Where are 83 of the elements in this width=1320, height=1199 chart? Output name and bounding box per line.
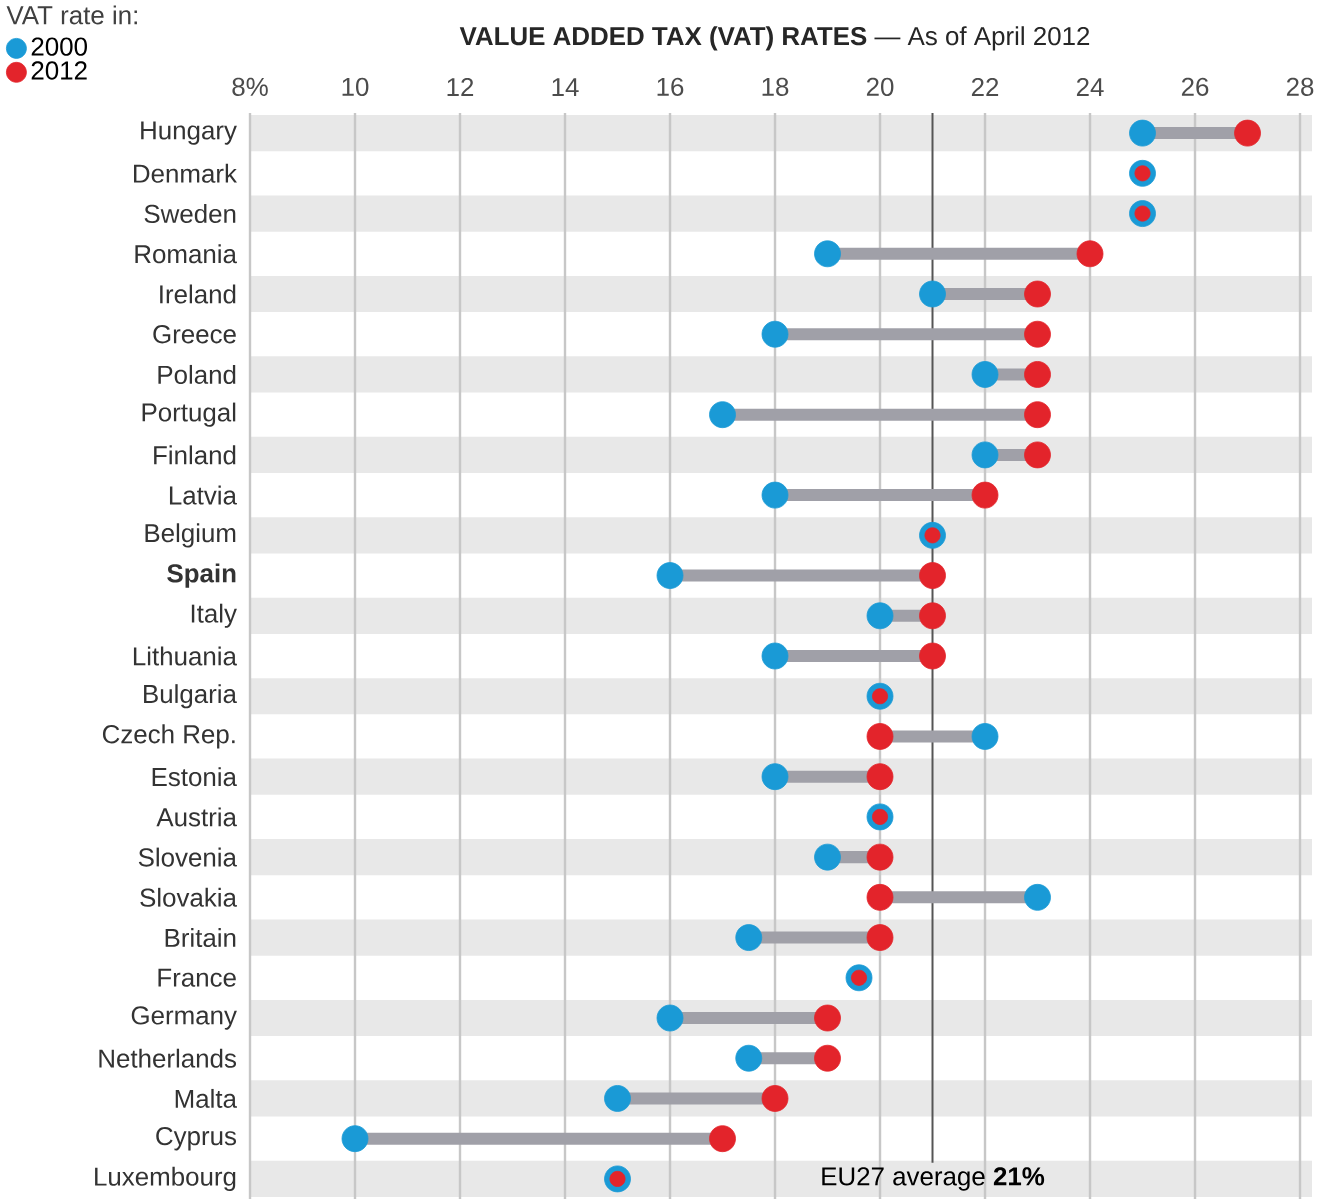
y-tick-label: Slovakia	[140, 887, 237, 907]
legend-label: 2012	[31, 61, 87, 80]
point	[814, 843, 841, 871]
y-tick-label: Denmark	[134, 163, 237, 183]
y-tick-label: Italy	[191, 603, 237, 628]
x-tick-label: 28	[1286, 77, 1314, 96]
point	[814, 1004, 841, 1032]
point	[761, 763, 789, 791]
y-tick-label: Poland	[158, 364, 236, 384]
point	[866, 602, 894, 630]
point	[1076, 240, 1104, 268]
x-tick-label: 12	[447, 77, 474, 96]
y-tick-label: Romania	[135, 244, 237, 264]
point	[919, 562, 946, 589]
point	[1024, 401, 1051, 429]
y-tick-label: Lithuania	[133, 646, 237, 666]
x-tick-label: 18	[762, 77, 789, 96]
point	[656, 562, 684, 589]
x-tick-label: 14	[552, 78, 579, 96]
point	[761, 642, 789, 670]
point	[919, 642, 946, 670]
x-tick-label: 26	[1181, 77, 1209, 96]
x-tick-label: 16	[657, 77, 684, 96]
y-tick-label: Netherlands	[99, 1048, 237, 1068]
legend-label: 2000	[31, 37, 87, 56]
y-tick-label: Luxembourg	[95, 1166, 236, 1191]
point	[919, 602, 946, 630]
point	[814, 1044, 841, 1072]
x-tick-label: 8%	[232, 77, 268, 96]
x-tick-label: 24	[1076, 77, 1104, 96]
y-tick-label: Malta	[175, 1088, 237, 1108]
point	[735, 1044, 763, 1072]
x-tick-label: 10	[342, 77, 369, 96]
point	[971, 723, 999, 750]
point	[709, 1125, 736, 1153]
point	[1024, 361, 1051, 388]
point	[971, 441, 999, 469]
y-tick-label: Portugal	[142, 402, 236, 427]
legend-title: VAT rate in:	[6, 5, 137, 25]
x-tick-label: 20	[866, 77, 894, 96]
point	[919, 280, 946, 308]
point	[866, 843, 894, 871]
point	[656, 1004, 684, 1032]
point	[1024, 883, 1051, 911]
point	[866, 723, 894, 750]
point	[1234, 119, 1261, 147]
point	[814, 240, 841, 268]
y-tick-label: Estonia	[152, 767, 237, 787]
y-tick-label: Ireland	[160, 284, 236, 304]
ref-line-label: EU27 average 21%	[822, 1167, 1045, 1191]
y-tick-label: France	[158, 968, 236, 987]
point	[709, 401, 736, 429]
y-tick-label: Austria	[156, 807, 237, 827]
point	[1129, 119, 1156, 147]
point	[1024, 320, 1051, 348]
point	[735, 924, 763, 951]
point	[341, 1125, 369, 1153]
point	[604, 1085, 631, 1112]
y-tick-label: Spain	[167, 563, 236, 588]
y-tick-label: Sweden	[144, 204, 236, 224]
point	[1024, 280, 1051, 308]
y-tick-label: Bulgaria	[144, 684, 237, 709]
x-tick-label: 22	[971, 77, 999, 96]
point	[1024, 441, 1051, 469]
y-tick-label: Hungary	[141, 121, 237, 145]
y-tick-label: Germany	[131, 1006, 237, 1030]
y-tick-label: Latvia	[169, 485, 237, 505]
y-tick-label: Greece	[153, 325, 236, 344]
point	[971, 481, 999, 509]
y-tick-label: Finland	[154, 445, 236, 465]
y-tick-label: Cyprus	[156, 1126, 237, 1151]
point	[761, 320, 789, 348]
point	[866, 924, 894, 951]
chart-title: VALUE ADDED TAX (VAT) RATES — As of April 2012	[459, 26, 1090, 51]
point	[866, 883, 894, 911]
point	[971, 361, 999, 388]
y-tick-label: Belgium	[145, 523, 236, 548]
y-tick-label: Britain	[165, 928, 236, 948]
y-tick-label: Czech Rep.	[102, 724, 235, 749]
point	[866, 763, 894, 791]
y-tick-label: Slovenia	[138, 847, 237, 867]
point	[761, 481, 789, 509]
point	[761, 1085, 789, 1112]
